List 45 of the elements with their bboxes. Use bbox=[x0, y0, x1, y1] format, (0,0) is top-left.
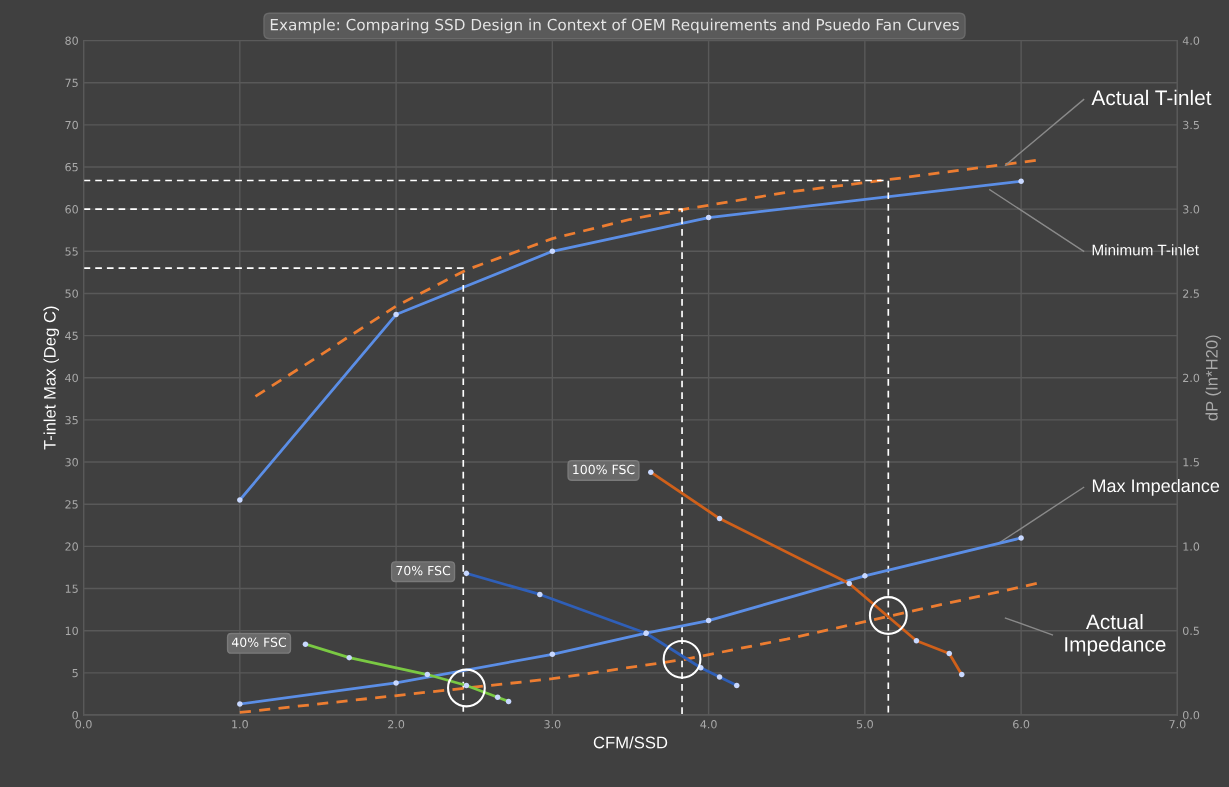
y-tick-label: 55 bbox=[65, 247, 78, 256]
y2-tick-label: 3.0 bbox=[1183, 205, 1200, 214]
y2-tick-label: 0.0 bbox=[1182, 710, 1200, 720]
y-tick-label: 45 bbox=[65, 331, 78, 340]
y2-tick-label: 2.5 bbox=[1183, 289, 1199, 298]
x-tick-label: 0.0 bbox=[75, 720, 92, 729]
text: Actual Impedance bbox=[1065, 613, 1166, 656]
x-tick-label: 5.0 bbox=[856, 720, 873, 729]
y-tick-label: 10 bbox=[65, 626, 78, 636]
y-tick-label: 65 bbox=[65, 162, 78, 172]
y-tick-label: 25 bbox=[65, 500, 78, 509]
x-tick-label: 6.0 bbox=[1013, 720, 1030, 729]
text: Max Impedance bbox=[1092, 478, 1220, 496]
y-tick-label: 15 bbox=[65, 584, 78, 593]
text: Minimum T-inlet bbox=[1092, 244, 1199, 256]
y2-tick-label: 2.0 bbox=[1183, 373, 1200, 383]
y-tick-label: 40 bbox=[65, 373, 78, 383]
x-axis-title: CFM/SSD bbox=[593, 736, 668, 749]
series-label: 40% FSC bbox=[231, 637, 287, 647]
y2-tick-label: 1.0 bbox=[1183, 542, 1200, 551]
y-tick-label: 5 bbox=[72, 668, 78, 678]
x-tick-label: 4.0 bbox=[700, 720, 717, 729]
x-tick-label: 7.0 bbox=[1169, 720, 1186, 729]
x-tick-label: 3.0 bbox=[544, 720, 561, 729]
y-tick-label: 60 bbox=[65, 205, 78, 214]
y2-tick-label: 0.5 bbox=[1182, 626, 1199, 636]
y-tick-label: 80 bbox=[65, 36, 78, 45]
y-tick-label: 30 bbox=[65, 458, 78, 467]
y-axis-title: T-inlet Max (Deg C) bbox=[43, 306, 60, 450]
series-label: 100% FSC bbox=[573, 464, 635, 475]
y-tick-label: 75 bbox=[65, 78, 78, 88]
text: Actual T-inlet bbox=[1091, 89, 1212, 106]
y2-tick-label: 1.5 bbox=[1183, 458, 1199, 467]
y2-axis-title: dP (In*H20) bbox=[1205, 335, 1221, 421]
y-tick-label: 35 bbox=[65, 415, 78, 425]
x-tick-label: 1.0 bbox=[232, 720, 248, 729]
y-tick-label: 50 bbox=[65, 289, 78, 298]
y-tick-label: 70 bbox=[65, 120, 78, 130]
y-tick-label: 20 bbox=[65, 542, 78, 551]
y-tick-label: 0 bbox=[72, 710, 78, 720]
chart-title: Example: Comparing SSD Design in Context of OEM Requirements and Psuedo Fan Curves bbox=[270, 18, 959, 34]
y2-tick-label: 4.0 bbox=[1182, 36, 1200, 45]
series-label: 70% FSC bbox=[396, 565, 451, 576]
x-tick-label: 2.0 bbox=[388, 720, 405, 729]
y2-tick-label: 3.5 bbox=[1183, 120, 1199, 130]
